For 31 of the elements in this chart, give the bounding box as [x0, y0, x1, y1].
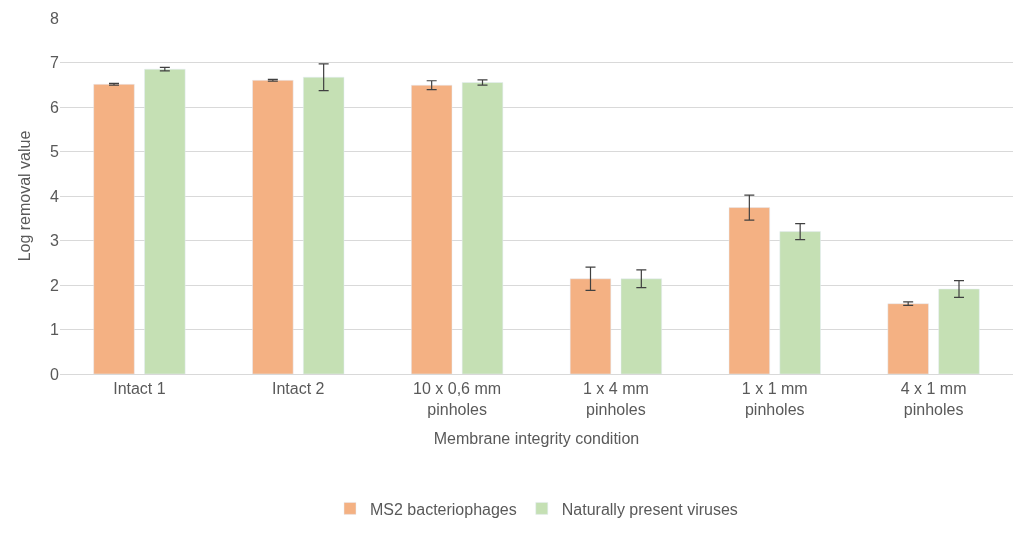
- x-tick-label: 1 x 4 mm pinholes: [583, 380, 649, 418]
- bar: [728, 207, 770, 374]
- y-tick-label: 2: [50, 276, 60, 294]
- x-axis-title: Membrane integrity condition: [433, 429, 640, 447]
- y-tick-label: 7: [50, 54, 60, 72]
- y-tick-label: 4: [50, 187, 60, 205]
- legend-label: Naturally present viruses: [561, 500, 738, 518]
- x-tick-label: Intact 1: [113, 380, 166, 398]
- x-tick-label: 1 x 1 mm pinholes: [741, 380, 808, 418]
- bar: [411, 84, 453, 374]
- y-tick-label: 6: [50, 98, 60, 116]
- x-tick-label: 10 x 0,6 mm pinholes: [413, 380, 502, 418]
- y-axis-title: Log removal value: [15, 130, 33, 262]
- bar: [887, 303, 929, 374]
- bar: [93, 84, 135, 374]
- x-tick-label: Intact 2: [272, 380, 325, 398]
- bar: [461, 82, 504, 374]
- y-tick-label: 8: [50, 9, 60, 27]
- bar: [938, 288, 980, 374]
- bar: [252, 80, 294, 374]
- legend-label: MS2 bacteriophages: [370, 500, 517, 518]
- y-tick-label: 3: [50, 232, 60, 250]
- bar: [620, 278, 662, 374]
- bar: [569, 278, 612, 374]
- bar: [303, 76, 345, 374]
- bar: [779, 231, 821, 374]
- y-tick-label: 0: [50, 365, 60, 383]
- y-tick-label: 1: [50, 321, 60, 339]
- bar: [144, 68, 186, 374]
- x-tick-label: 4 x 1 mm pinholes: [900, 380, 967, 418]
- y-tick-label: 5: [50, 143, 60, 161]
